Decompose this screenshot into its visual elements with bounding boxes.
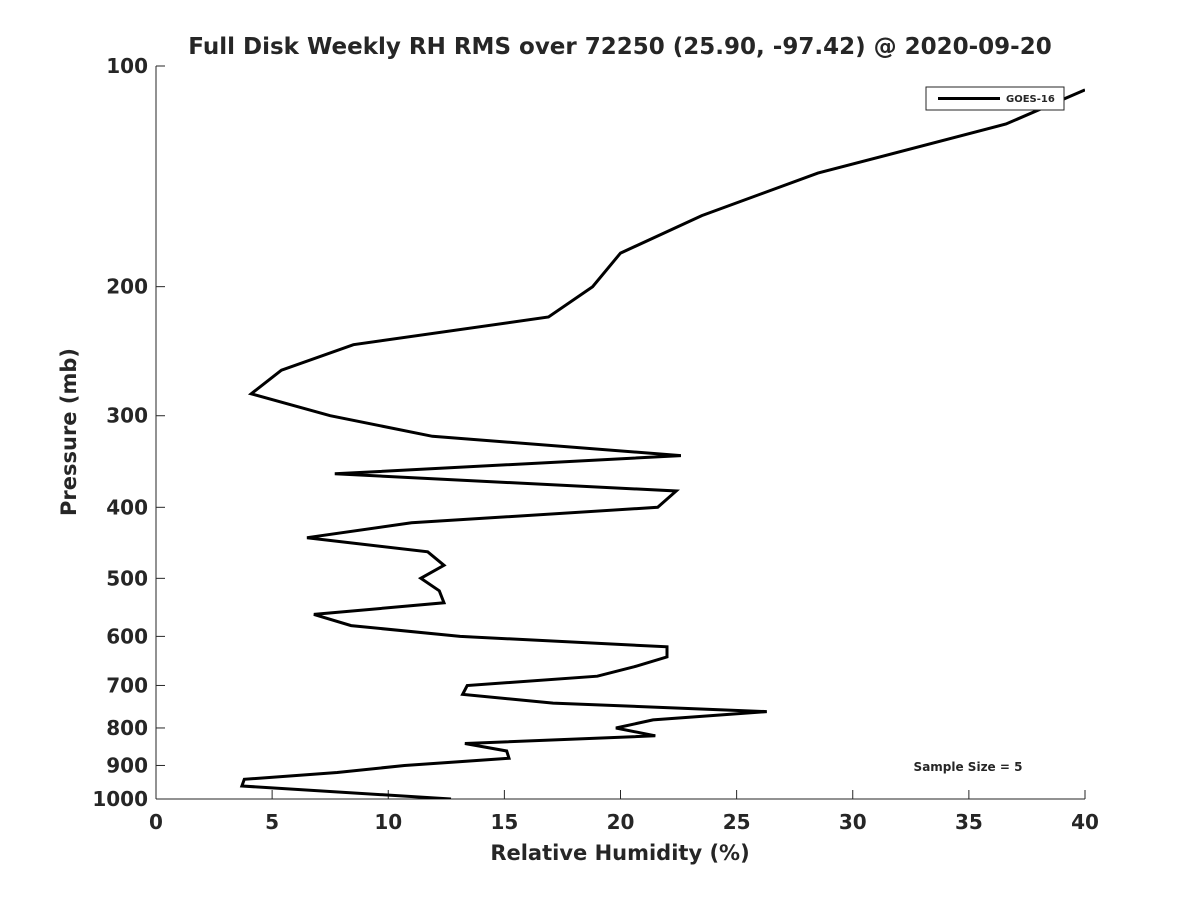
y-tick-label: 800 xyxy=(106,716,148,740)
y-tick-label: 100 xyxy=(106,54,148,78)
y-tick-label: 200 xyxy=(106,275,148,299)
y-tick-label: 700 xyxy=(106,673,148,697)
x-tick-label: 20 xyxy=(607,810,635,834)
chart-title: Full Disk Weekly RH RMS over 72250 (25.9… xyxy=(188,34,1051,60)
x-tick-label: 35 xyxy=(955,810,983,834)
x-tick-label: 30 xyxy=(839,810,867,834)
x-tick-label: 15 xyxy=(490,810,518,834)
x-tick-label: 25 xyxy=(723,810,751,834)
x-tick-label: 10 xyxy=(374,810,402,834)
x-tick-label: 5 xyxy=(265,810,279,834)
y-tick-label: 600 xyxy=(106,624,148,648)
y-tick-label: 500 xyxy=(106,566,148,590)
x-axis-label: Relative Humidity (%) xyxy=(490,841,749,865)
sample-size-annotation: Sample Size = 5 xyxy=(914,760,1023,774)
y-axis-label: Pressure (mb) xyxy=(57,348,81,516)
y-tick-label: 900 xyxy=(106,753,148,777)
x-tick-label: 40 xyxy=(1071,810,1099,834)
series-line-goes-16 xyxy=(239,88,1085,799)
x-tick-label: 0 xyxy=(149,810,163,834)
legend: GOES-16 xyxy=(925,86,1065,111)
legend-label-goes-16: GOES-16 xyxy=(1006,94,1055,105)
y-tick-label: 1000 xyxy=(92,787,148,811)
y-tick-label: 300 xyxy=(106,404,148,428)
y-tick-label: 400 xyxy=(106,495,148,519)
